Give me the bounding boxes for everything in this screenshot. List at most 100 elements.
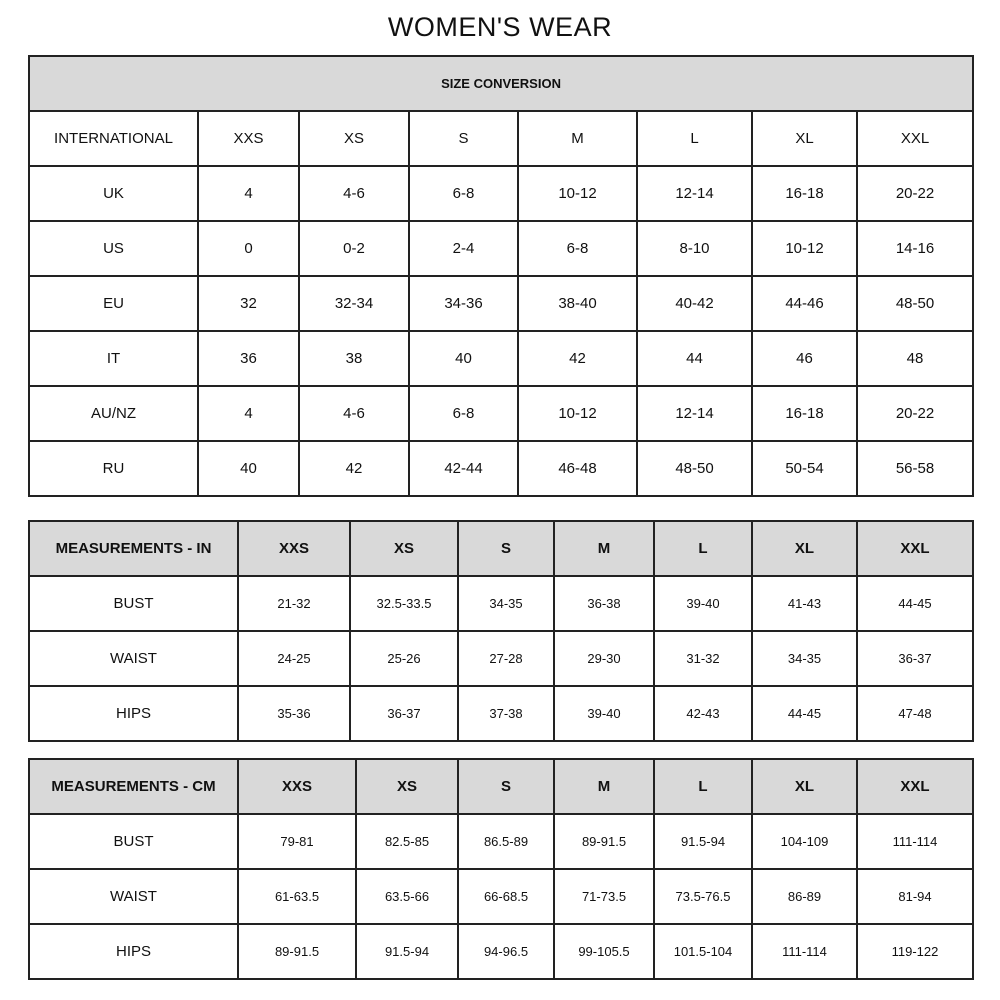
column-header: XS [349, 520, 459, 577]
table-cell: M [517, 110, 638, 167]
table-row: EU 32 32-34 34-36 38-40 40-42 44-46 48-50 [28, 275, 975, 332]
column-header: XXS [237, 758, 357, 815]
table-cell: 8-10 [636, 220, 753, 277]
table-cell: 40-42 [636, 275, 753, 332]
column-header: L [653, 520, 753, 577]
table-cell: 4 [197, 385, 300, 442]
table-cell: 71-73.5 [553, 868, 655, 925]
table-cell: 29-30 [553, 630, 655, 687]
table-cell: 81-94 [856, 868, 974, 925]
column-header: XS [355, 758, 459, 815]
table-cell: 46 [751, 330, 858, 387]
table-cell: 44-46 [751, 275, 858, 332]
table-cell: 39-40 [553, 685, 655, 742]
table-cell: 86-89 [751, 868, 858, 925]
table-cell: 34-36 [408, 275, 519, 332]
table-cell: 4-6 [298, 165, 410, 222]
table-heading: SIZE CONVERSION [27, 55, 975, 112]
column-header: M [553, 758, 655, 815]
table-cell: 44-45 [856, 575, 974, 632]
table-row: UK 4 4-6 6-8 10-12 12-14 16-18 20-22 [28, 165, 975, 222]
header-row: MEASUREMENTS - IN XXS XS S M L XL XXL [28, 520, 974, 577]
table-cell: 12-14 [636, 165, 753, 222]
table-cell: 4 [197, 165, 300, 222]
table-cell: 50-54 [751, 440, 858, 497]
table-row: BUST 79-81 82.5-85 86.5-89 89-91.5 91.5-94 104… [28, 813, 974, 870]
row-label: HIPS [28, 685, 239, 742]
table-cell: 16-18 [751, 165, 858, 222]
table-cell: 34-35 [457, 575, 555, 632]
table-row: US 0 0-2 2-4 6-8 8-10 10-12 14-16 [28, 220, 975, 277]
table-cell: 31-32 [653, 630, 753, 687]
table-row: IT 36 38 40 42 44 46 48 [28, 330, 975, 387]
table-cell: 46-48 [517, 440, 638, 497]
column-header: XL [751, 758, 858, 815]
table-heading: MEASUREMENTS - IN [28, 520, 239, 577]
column-header: S [457, 758, 555, 815]
table-cell: 42-44 [408, 440, 519, 497]
table-cell: 6-8 [408, 165, 519, 222]
table-cell: 40 [197, 440, 300, 497]
table-cell: S [408, 110, 519, 167]
table-cell: 20-22 [855, 385, 975, 442]
table-cell: 91.5-94 [355, 923, 459, 980]
row-label: IT [28, 330, 199, 387]
column-header: L [653, 758, 753, 815]
table-cell: 56-58 [855, 440, 975, 497]
table-cell: 48-50 [636, 440, 753, 497]
table-row: INTERNATIONAL XXS XS S M L XL XXL [28, 110, 975, 167]
table-cell: 2-4 [408, 220, 519, 277]
table-cell: 47-48 [856, 685, 974, 742]
header-row: MEASUREMENTS - CM XXS XS S M L XL XXL [28, 758, 974, 815]
table-cell: 36-38 [553, 575, 655, 632]
table-cell: 79-81 [237, 813, 357, 870]
table-row: AU/NZ 4 4-6 6-8 10-12 12-14 16-18 20-22 [28, 385, 975, 442]
table-cell: 4-6 [298, 385, 410, 442]
table-cell: 104-109 [751, 813, 858, 870]
table-heading: MEASUREMENTS - CM [28, 758, 239, 815]
table-cell: 38 [298, 330, 410, 387]
table-cell: 44 [636, 330, 753, 387]
table-cell: 111-114 [751, 923, 858, 980]
table-row: HIPS 35-36 36-37 37-38 39-40 42-43 44-45 47-48 [28, 685, 974, 742]
table-cell: 10-12 [517, 385, 638, 442]
table-cell: 86.5-89 [457, 813, 555, 870]
table-row: BUST 21-32 32.5-33.5 34-35 36-38 39-40 41-43 44… [28, 575, 974, 632]
table-cell: 10-12 [517, 165, 638, 222]
table-cell: 37-38 [457, 685, 555, 742]
table-cell: 6-8 [408, 385, 519, 442]
table-row: HIPS 89-91.5 91.5-94 94-96.5 99-105.5 101.5-1… [28, 923, 974, 980]
measurements-cm-table: MEASUREMENTS - CM XXS XS S M L XL XXL BUST 79-81 8… [28, 758, 974, 980]
table-cell: 42 [517, 330, 638, 387]
table-cell: XXS [197, 110, 300, 167]
table-cell: 99-105.5 [553, 923, 655, 980]
table-cell: 66-68.5 [457, 868, 555, 925]
table-cell: 94-96.5 [457, 923, 555, 980]
row-label: WAIST [28, 630, 239, 687]
table-cell: 48-50 [855, 275, 975, 332]
row-label: UK [28, 165, 199, 222]
table-cell: 91.5-94 [653, 813, 753, 870]
table-cell: 20-22 [855, 165, 975, 222]
table-cell: 25-26 [349, 630, 459, 687]
table-cell: 82.5-85 [355, 813, 459, 870]
table-cell: 0 [197, 220, 300, 277]
row-label: HIPS [28, 923, 239, 980]
table-row: RU 40 42 42-44 46-48 48-50 50-54 56-58 [28, 440, 975, 497]
table-cell: 0-2 [298, 220, 410, 277]
table-cell: 36 [197, 330, 300, 387]
table-cell: 32.5-33.5 [349, 575, 459, 632]
column-header: XXL [856, 758, 974, 815]
table-row: WAIST 24-25 25-26 27-28 29-30 31-32 34-35 36-37 [28, 630, 974, 687]
table-cell: 16-18 [751, 385, 858, 442]
table-cell: 63.5-66 [355, 868, 459, 925]
row-label: INTERNATIONAL [28, 110, 199, 167]
table-cell: 21-32 [237, 575, 351, 632]
table-cell: 10-12 [751, 220, 858, 277]
table-cell: 73.5-76.5 [653, 868, 753, 925]
table-cell: 35-36 [237, 685, 351, 742]
table-cell: 101.5-104 [653, 923, 753, 980]
table-heading-row: SIZE CONVERSION [27, 55, 975, 112]
row-label: WAIST [28, 868, 239, 925]
table-cell: L [636, 110, 753, 167]
